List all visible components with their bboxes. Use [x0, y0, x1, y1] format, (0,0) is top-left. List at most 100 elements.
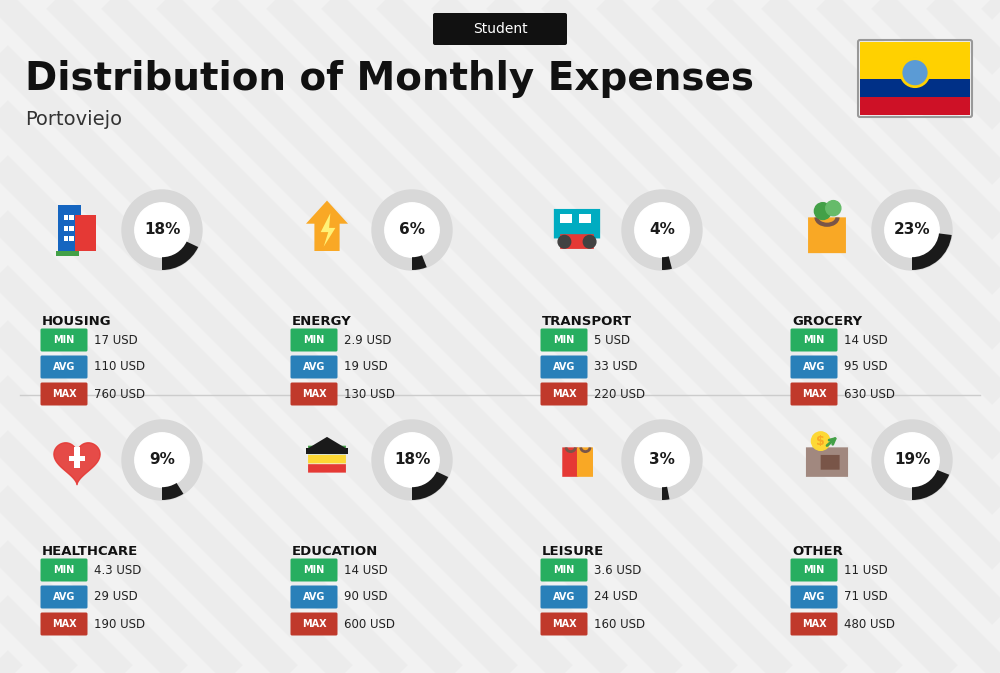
- FancyBboxPatch shape: [40, 586, 88, 608]
- Text: 71 USD: 71 USD: [844, 590, 888, 604]
- Polygon shape: [306, 201, 348, 251]
- Bar: [860, 42, 970, 79]
- Text: MAX: MAX: [552, 619, 576, 629]
- Circle shape: [814, 203, 831, 219]
- Text: MAX: MAX: [302, 619, 326, 629]
- Text: AVG: AVG: [803, 592, 825, 602]
- Text: MIN: MIN: [553, 565, 575, 575]
- Bar: [69, 215, 74, 220]
- Text: 630 USD: 630 USD: [844, 388, 895, 400]
- Circle shape: [885, 433, 939, 487]
- Circle shape: [122, 190, 202, 270]
- Text: Portoviejo: Portoviejo: [25, 110, 122, 129]
- Text: 130 USD: 130 USD: [344, 388, 395, 400]
- Text: 2.9 USD: 2.9 USD: [344, 334, 392, 347]
- FancyBboxPatch shape: [290, 559, 338, 581]
- Wedge shape: [662, 487, 669, 500]
- Text: 18%: 18%: [394, 452, 430, 468]
- Bar: [58, 205, 81, 251]
- FancyBboxPatch shape: [577, 448, 593, 477]
- Text: 90 USD: 90 USD: [344, 590, 388, 604]
- Text: MAX: MAX: [802, 389, 826, 399]
- Wedge shape: [412, 472, 448, 500]
- Wedge shape: [162, 242, 198, 270]
- Text: MAX: MAX: [802, 619, 826, 629]
- Circle shape: [122, 420, 202, 500]
- Text: MAX: MAX: [52, 389, 76, 399]
- FancyBboxPatch shape: [308, 446, 346, 454]
- Text: 14 USD: 14 USD: [344, 563, 388, 577]
- Text: 19 USD: 19 USD: [344, 361, 388, 374]
- Circle shape: [622, 190, 702, 270]
- FancyBboxPatch shape: [790, 328, 838, 351]
- Bar: [75, 215, 96, 251]
- Bar: [560, 214, 572, 223]
- Text: EDUCATION: EDUCATION: [292, 545, 378, 558]
- FancyBboxPatch shape: [433, 13, 567, 45]
- Circle shape: [811, 432, 830, 450]
- Bar: [64, 236, 68, 242]
- Text: AVG: AVG: [303, 592, 325, 602]
- Text: 3%: 3%: [649, 452, 675, 468]
- FancyBboxPatch shape: [540, 355, 588, 378]
- Bar: [306, 448, 348, 454]
- Text: MAX: MAX: [52, 619, 76, 629]
- Text: GROCERY: GROCERY: [792, 315, 862, 328]
- Circle shape: [622, 420, 702, 500]
- Wedge shape: [912, 470, 949, 500]
- Text: 190 USD: 190 USD: [94, 618, 145, 631]
- Bar: [860, 97, 970, 115]
- Text: 4.3 USD: 4.3 USD: [94, 563, 141, 577]
- Text: Student: Student: [473, 22, 527, 36]
- FancyBboxPatch shape: [40, 355, 88, 378]
- Circle shape: [635, 433, 689, 487]
- Text: MIN: MIN: [303, 335, 325, 345]
- Text: 3.6 USD: 3.6 USD: [594, 563, 641, 577]
- Text: 18%: 18%: [144, 223, 180, 238]
- Wedge shape: [162, 483, 183, 500]
- Bar: [64, 226, 68, 231]
- FancyBboxPatch shape: [540, 382, 588, 406]
- Bar: [69, 236, 74, 242]
- FancyBboxPatch shape: [790, 355, 838, 378]
- Text: AVG: AVG: [303, 362, 325, 372]
- FancyBboxPatch shape: [308, 455, 346, 464]
- Circle shape: [385, 203, 439, 257]
- Bar: [860, 79, 970, 97]
- FancyBboxPatch shape: [40, 612, 88, 635]
- Text: AVG: AVG: [553, 362, 575, 372]
- FancyBboxPatch shape: [540, 586, 588, 608]
- Text: 33 USD: 33 USD: [594, 361, 638, 374]
- FancyBboxPatch shape: [290, 612, 338, 635]
- Circle shape: [583, 236, 596, 248]
- Bar: [74, 448, 80, 468]
- FancyBboxPatch shape: [290, 328, 338, 351]
- Text: 600 USD: 600 USD: [344, 618, 395, 631]
- Text: $: $: [816, 435, 825, 448]
- Text: 480 USD: 480 USD: [844, 618, 895, 631]
- FancyBboxPatch shape: [562, 448, 578, 477]
- Text: MAX: MAX: [302, 389, 326, 399]
- FancyBboxPatch shape: [806, 448, 848, 477]
- Text: TRANSPORT: TRANSPORT: [542, 315, 632, 328]
- FancyBboxPatch shape: [790, 586, 838, 608]
- Text: 14 USD: 14 USD: [844, 334, 888, 347]
- Circle shape: [558, 236, 571, 248]
- FancyBboxPatch shape: [290, 586, 338, 608]
- Text: 24 USD: 24 USD: [594, 590, 638, 604]
- Text: 95 USD: 95 USD: [844, 361, 888, 374]
- Text: MIN: MIN: [803, 565, 825, 575]
- FancyBboxPatch shape: [560, 234, 594, 249]
- FancyBboxPatch shape: [40, 382, 88, 406]
- Bar: [56, 251, 79, 256]
- FancyBboxPatch shape: [790, 612, 838, 635]
- Text: AVG: AVG: [53, 592, 75, 602]
- Circle shape: [872, 420, 952, 500]
- Circle shape: [372, 420, 452, 500]
- Text: AVG: AVG: [803, 362, 825, 372]
- Text: 760 USD: 760 USD: [94, 388, 145, 400]
- Text: MIN: MIN: [53, 335, 75, 345]
- Text: MIN: MIN: [53, 565, 75, 575]
- Text: 29 USD: 29 USD: [94, 590, 138, 604]
- Polygon shape: [321, 213, 335, 247]
